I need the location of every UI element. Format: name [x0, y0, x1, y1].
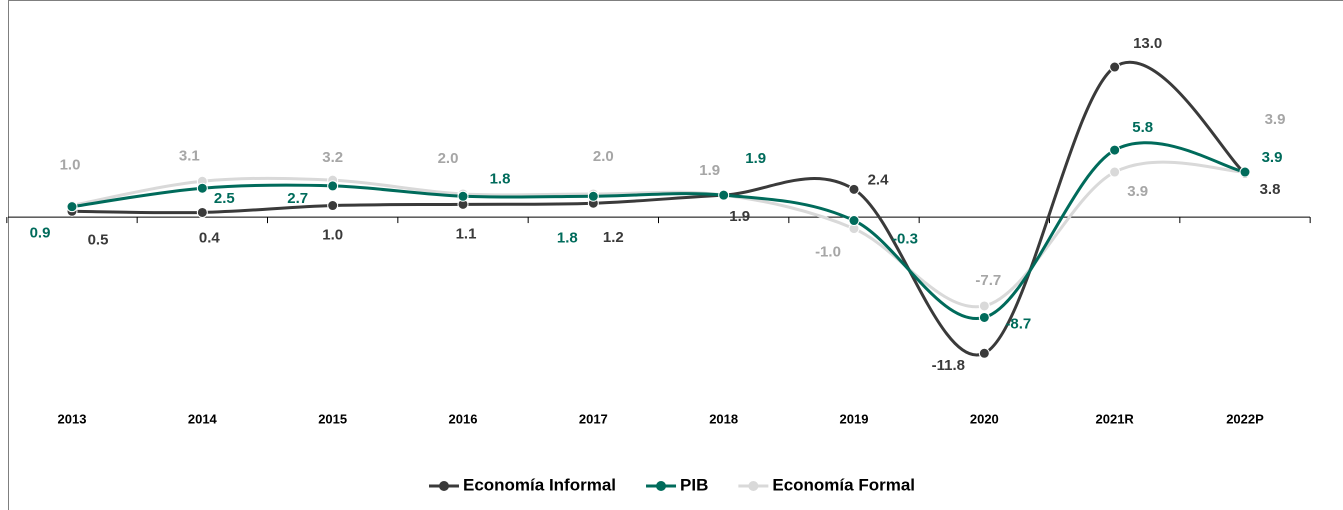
- data-point: [1109, 166, 1121, 178]
- x-tick-label: 2018: [709, 411, 738, 426]
- data-label: 3.2: [322, 149, 343, 166]
- data-label: 2.7: [287, 190, 308, 207]
- data-label: 3.9: [1262, 149, 1283, 166]
- data-label: 1.8: [557, 229, 578, 246]
- series-line: [71, 160, 1246, 309]
- legend-label: Economía Informal: [463, 475, 616, 494]
- data-point: [196, 206, 208, 218]
- frame: [8, 0, 1343, 510]
- data-label: -0.3: [892, 230, 918, 247]
- data-point: [848, 183, 860, 195]
- data-label: 1.9: [745, 150, 766, 167]
- legend-marker: [748, 481, 759, 491]
- data-label: -7.7: [975, 272, 1001, 289]
- x-tick-label: 2016: [449, 411, 478, 426]
- data-label: -8.7: [1005, 315, 1031, 332]
- data-label: 1.0: [322, 226, 343, 243]
- x-tick-label: 2022P: [1226, 411, 1264, 426]
- legend-marker: [438, 481, 449, 491]
- data-point: [978, 311, 990, 323]
- x-tick-label: 2015: [318, 411, 347, 426]
- series-line: [71, 141, 1246, 321]
- data-point: [66, 201, 78, 213]
- data-point: [978, 347, 990, 359]
- x-tick-label: 2013: [58, 411, 87, 426]
- data-point: [196, 182, 208, 194]
- data-label: 3.9: [1265, 111, 1286, 128]
- data-label: 1.2: [603, 229, 624, 246]
- data-label: -1.0: [815, 244, 841, 261]
- data-point: [1239, 166, 1251, 178]
- x-tick-label: 2019: [840, 411, 869, 426]
- data-label: 2.4: [868, 171, 890, 188]
- data-label: 1.9: [729, 208, 750, 225]
- data-point: [718, 189, 730, 201]
- data-label: 1.8: [490, 170, 511, 187]
- data-point: [848, 215, 860, 227]
- data-label: 0.5: [88, 231, 109, 248]
- legend-marker: [656, 481, 667, 491]
- data-label: 3.1: [179, 147, 200, 164]
- data-label: 1.1: [456, 225, 477, 242]
- data-label: 3.8: [1260, 181, 1281, 198]
- x-tick-label: 2020: [970, 411, 999, 426]
- legend-label: PIB: [680, 475, 708, 494]
- data-point: [327, 180, 339, 192]
- data-point: [1109, 61, 1121, 73]
- data-label: 2.0: [593, 148, 614, 165]
- data-label: 0.9: [30, 225, 51, 242]
- data-label: 1.0: [60, 156, 81, 173]
- data-label: 0.4: [199, 229, 221, 246]
- data-label: 2.5: [214, 190, 235, 207]
- data-point: [1109, 144, 1121, 156]
- series-line: [71, 60, 1246, 357]
- data-point: [978, 300, 990, 312]
- data-label: 13.0: [1133, 35, 1162, 52]
- legend-label: Economía Formal: [772, 475, 915, 494]
- data-label: 5.8: [1132, 119, 1153, 136]
- x-tick-label: 2021R: [1096, 411, 1135, 426]
- data-point: [587, 190, 599, 202]
- data-label: 2.0: [438, 150, 459, 167]
- data-label: -11.8: [932, 357, 965, 374]
- x-tick-label: 2014: [188, 411, 218, 426]
- data-point: [457, 190, 469, 202]
- x-tick-label: 2017: [579, 411, 608, 426]
- data-label: 3.9: [1127, 183, 1148, 200]
- data-label: 1.9: [699, 162, 720, 179]
- data-point: [327, 200, 339, 212]
